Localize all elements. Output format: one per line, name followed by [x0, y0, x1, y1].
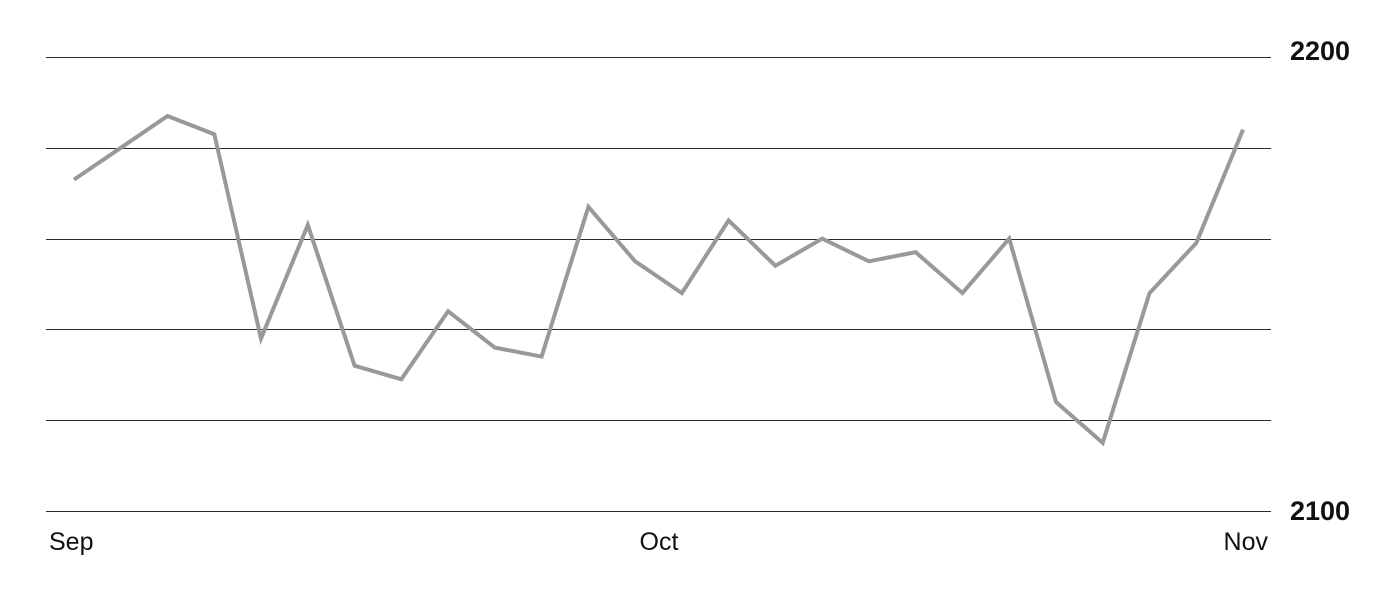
x-tick-label-oct: Oct [640, 528, 679, 556]
y-axis-labels: 2200 2100 [1290, 36, 1350, 526]
x-axis-labels: Sep Oct Nov [49, 528, 1268, 556]
series-line [72, 113, 1245, 447]
y-tick-label-top: 2200 [1290, 36, 1350, 66]
y-tick-label-bottom: 2100 [1290, 496, 1350, 526]
series-layer [72, 113, 1245, 447]
x-tick-label-nov: Nov [1224, 528, 1269, 556]
gridlines [46, 57, 1271, 512]
x-tick-label-sep: Sep [49, 528, 93, 556]
